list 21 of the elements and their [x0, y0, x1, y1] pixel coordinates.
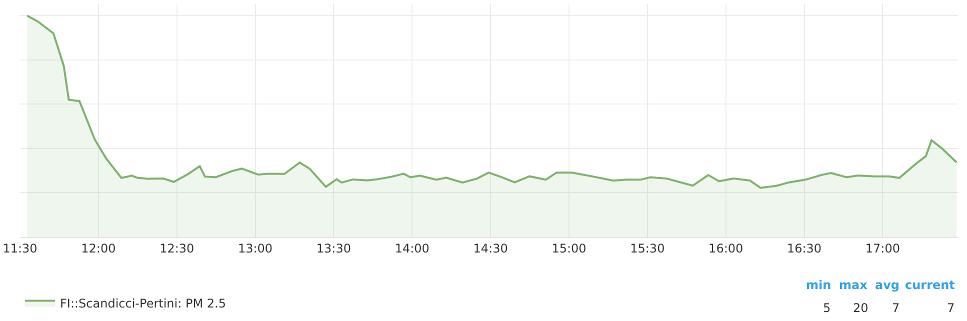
text: 7 — [892, 301, 900, 315]
legend-label: FI::Scandicci-Pertini: PM 2.5 — [60, 296, 226, 310]
text: current — [905, 278, 956, 292]
text: avg — [875, 278, 900, 292]
x-tick-label: 14:30 — [473, 241, 508, 256]
text: 20 — [853, 301, 868, 315]
x-tick-label: 17:00 — [865, 241, 900, 256]
text: min — [806, 278, 832, 292]
x-tick-label: 15:30 — [630, 241, 665, 256]
x-tick-label: 13:30 — [316, 241, 352, 256]
text: max — [839, 278, 868, 292]
x-tick-label: 14:00 — [394, 241, 430, 256]
text: 5 — [823, 301, 831, 315]
x-tick-label: 16:30 — [786, 241, 822, 256]
x-tick-label: 16:00 — [708, 241, 744, 256]
x-tick-label: 15:00 — [552, 241, 586, 256]
x-tick-label: 12:00 — [81, 241, 116, 256]
text: 7 — [947, 301, 955, 315]
x-tick-label: 12:30 — [160, 241, 194, 256]
x-tick-label: 11:30 — [2, 241, 38, 256]
x-tick-label: 13:00 — [238, 241, 273, 256]
